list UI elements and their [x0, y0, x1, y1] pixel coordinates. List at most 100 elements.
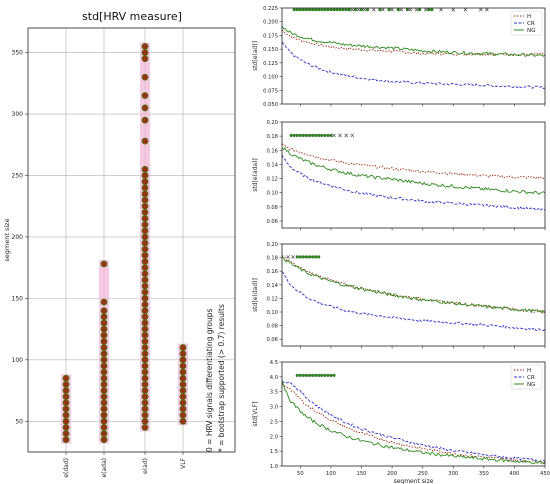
scatter-point — [100, 417, 108, 425]
scatter-point — [141, 92, 149, 100]
ytick-label: 1.0 — [270, 464, 278, 470]
scatter-point — [100, 307, 108, 315]
significance-marker-x — [332, 133, 336, 138]
scatter-point — [141, 251, 149, 259]
legend-label: CR — [527, 375, 535, 381]
ytick-label: 0.10 — [266, 191, 278, 197]
significance-marker-circle — [326, 373, 330, 377]
scatter-point — [179, 356, 187, 364]
annotation-bootstrap: * = bootstrap supported (> 0.7) results — [217, 304, 226, 452]
scatter-point — [141, 405, 149, 413]
ytick-label: 0.16 — [266, 148, 278, 154]
scatter-point — [141, 356, 149, 364]
significance-marker-circle — [304, 255, 309, 259]
scatter-point — [100, 380, 108, 388]
ytick-label: 2.5 — [270, 419, 278, 425]
significance-marker-circle — [332, 373, 336, 377]
ytick-label: 0.150 — [263, 47, 278, 53]
left-chart-title: std[HRV measure] — [82, 10, 182, 23]
scatter-point — [179, 411, 187, 419]
scatter-point — [62, 380, 70, 388]
significance-marker-circle — [338, 8, 342, 12]
line-plot-frame — [281, 243, 546, 347]
significance-marker-x — [371, 7, 376, 12]
scatter-point — [62, 423, 70, 431]
left-ytick-label: 300 — [12, 111, 24, 118]
significance-marker-circle — [323, 133, 327, 138]
significance-marker-circle — [314, 8, 318, 12]
significance-marker-circle — [320, 133, 324, 138]
scatter-point — [141, 423, 149, 431]
significance-marker-circle — [292, 133, 296, 138]
significance-marker-x — [338, 133, 342, 138]
scatter-point — [141, 362, 149, 370]
left-y-axis-label: segment size — [3, 218, 11, 261]
scatter-point — [62, 405, 70, 413]
scatter-point — [179, 405, 187, 413]
scatter-point — [141, 331, 149, 339]
scatter-point — [62, 374, 70, 382]
scatter-point — [100, 368, 108, 376]
scatter-point — [141, 233, 149, 241]
series-line-ng — [281, 379, 546, 465]
scatter-point — [141, 380, 149, 388]
scatter-point — [179, 344, 187, 351]
series-line-ng — [281, 146, 546, 195]
scatter-point — [141, 172, 149, 179]
significance-marker-circle — [295, 373, 299, 377]
significance-marker-circle — [317, 255, 321, 259]
left-category-label: e(dad) — [63, 458, 70, 478]
scatter-point — [141, 137, 149, 145]
legend-box — [510, 364, 543, 390]
scatter-point — [100, 350, 108, 358]
scatter-point — [141, 325, 149, 333]
significance-marker-x — [381, 7, 385, 12]
scatter-point — [62, 417, 70, 425]
left-ytick-label: 100 — [12, 357, 24, 364]
series-line-cr — [281, 381, 546, 462]
significance-marker-circle — [307, 8, 312, 12]
ytick-label: 0.14 — [266, 283, 278, 289]
scatter-point — [62, 393, 70, 401]
significance-marker-x — [423, 7, 428, 12]
xtick-label: 150 — [357, 471, 367, 477]
significance-marker-circle — [378, 8, 382, 12]
y-axis-label: std[e(ad)] — [252, 41, 259, 71]
scatter-point — [141, 55, 149, 63]
scatter-point — [141, 368, 149, 376]
scatter-point — [141, 245, 149, 253]
significance-marker-x — [408, 7, 413, 12]
scatter-point — [100, 399, 108, 407]
scatter-point — [141, 337, 149, 345]
xtick-label: 400 — [509, 471, 519, 477]
left-ytick-label: 150 — [12, 295, 24, 302]
significance-marker-circle — [396, 8, 400, 12]
legend-label: H — [527, 368, 531, 374]
scatter-point — [179, 368, 187, 376]
significance-marker-circle — [347, 8, 351, 12]
significance-marker-x — [439, 7, 443, 12]
significance-marker-circle — [329, 8, 333, 12]
scatter-point — [100, 374, 108, 382]
significance-marker-circle — [301, 373, 306, 377]
scatter-point — [141, 393, 149, 401]
ytick-label: 0.050 — [263, 102, 278, 108]
scatter-point — [62, 411, 70, 419]
significance-marker-circle — [335, 8, 339, 12]
scatter-point — [179, 380, 187, 388]
ytick-label: 0.10 — [266, 310, 278, 316]
significance-marker-circle — [314, 133, 318, 138]
significance-marker-x — [362, 7, 367, 12]
ytick-label: 0.125 — [263, 61, 278, 67]
ytick-label: 2.0 — [270, 434, 278, 440]
scatter-point — [141, 227, 149, 235]
scatter-point — [141, 104, 149, 112]
ytick-label: 1.5 — [270, 449, 278, 455]
significance-marker-x — [291, 255, 295, 259]
scatter-point — [141, 301, 149, 308]
series-line-ng — [281, 25, 546, 58]
significance-marker-circle — [307, 255, 312, 259]
significance-marker-circle — [314, 373, 318, 377]
significance-marker-x — [356, 7, 361, 12]
